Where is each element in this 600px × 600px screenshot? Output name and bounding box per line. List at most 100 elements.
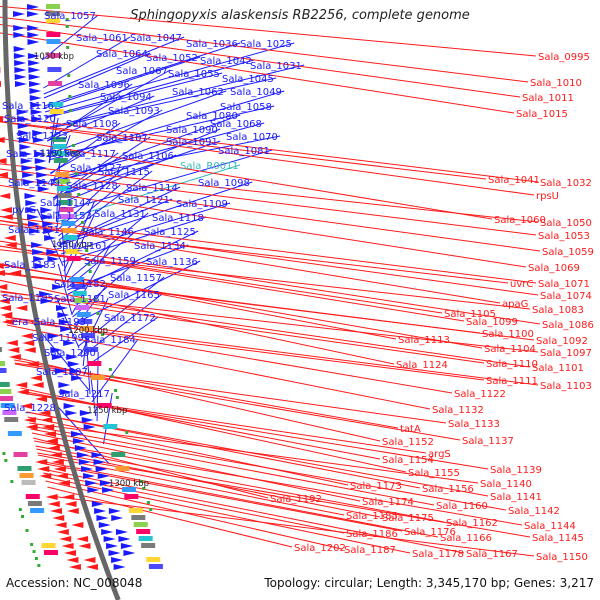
gene-label: Sala_1042	[200, 56, 252, 67]
gene-label: Sala_1031	[250, 61, 302, 72]
kbp-tick-label: 1250 kbp	[87, 406, 127, 416]
gene-label: Sala_1132	[432, 405, 484, 416]
gene-label: Sala_1160	[436, 501, 488, 512]
gene-label: Sala_1142	[508, 506, 560, 517]
gene-label: Sala_1123	[16, 131, 68, 142]
gene-label: Sala_1193	[34, 317, 86, 328]
gene-label: Sala_1217	[58, 389, 110, 400]
gene-label: Sala_1104	[484, 344, 536, 355]
gene-label: Sala_1156	[422, 484, 474, 495]
gene-label: Sala_1125	[144, 227, 196, 238]
gene-label: Sala_1055	[168, 69, 220, 80]
kbp-tick-label: 1050 kbp	[34, 52, 74, 62]
gene-label: Sala_1071	[538, 279, 590, 290]
gene-label: Sala_1060	[494, 215, 546, 226]
gene-label: Sala_1061	[76, 33, 128, 44]
gene-label: Sala_1228	[4, 403, 56, 414]
gene-label: Sala_1131	[94, 209, 146, 220]
gene-label: Sala_1153	[40, 211, 92, 222]
kbp-tick-label: 1300 kbp	[109, 479, 149, 489]
gene-label: Sala_1183	[4, 260, 56, 271]
gene-label: Sala_1147	[40, 198, 92, 209]
gene-label: Sala_1146	[82, 227, 134, 238]
kbp-tick-label: 1200 kbp	[68, 326, 108, 336]
gene-label: Sala_1057	[44, 11, 96, 22]
gene-label: Sala_1117	[64, 149, 116, 160]
gene-label: Sala_1106	[122, 151, 174, 162]
gene-label: Sala_1010	[530, 78, 582, 89]
gene-label: Sala_1172	[104, 313, 156, 324]
gene-label: Sala_1108	[66, 119, 118, 130]
gene-label: Sala_1114	[126, 183, 178, 194]
gene-label: Sala_1069	[528, 263, 580, 274]
gene-label: Sala_1080	[186, 111, 238, 122]
gene-label: Sala_1118	[152, 213, 204, 224]
gene-label: Sala_1136	[146, 257, 198, 268]
gene-label: Sala_1120	[4, 114, 56, 125]
gene-label: Sala_1150	[536, 552, 588, 563]
gene-label: Sala_1195	[2, 293, 54, 304]
gene-label: Sala_1015	[516, 109, 568, 120]
gene-label: Sala_1116	[2, 101, 54, 112]
gene-label: Sala_1134	[134, 241, 186, 252]
gene-label: Sala_1081	[218, 146, 270, 157]
gene-label: Sala_1092	[536, 336, 588, 347]
gene-label: Sala_1053	[538, 231, 590, 242]
gene-label: Sala_1185	[346, 511, 398, 522]
genome-backbone	[2, 0, 121, 600]
gene-label: apaG	[502, 299, 528, 310]
gene-label: Sala_1074	[540, 291, 592, 302]
gene-label: Sala_1144	[524, 521, 576, 532]
gene-label: Sala_1152	[382, 437, 434, 448]
gene-label: Sala_1192	[270, 494, 322, 505]
gene-label: Sala_1175	[382, 513, 434, 524]
gene-label: Sala_1109	[176, 199, 228, 210]
gene-label: Sala_1200	[44, 348, 96, 359]
gene-label: pyrG	[12, 205, 36, 216]
gene-label: Sala_1159	[84, 256, 136, 267]
gene-label: Sala_1122	[454, 389, 506, 400]
gene-label: Sala_1161	[56, 241, 108, 252]
gene-label: Sala_1115	[98, 167, 150, 178]
gene-label: Sala_1141	[490, 492, 542, 503]
gene-label: Sala_1182	[54, 279, 106, 290]
gene-label: Sala_1025	[240, 39, 292, 50]
gene-label: Sala_1086	[542, 320, 594, 331]
gene-label: era	[12, 317, 28, 328]
gene-label: Sala_1186	[346, 529, 398, 540]
gene-label: Sala_1098	[198, 178, 250, 189]
gene-label: Sala_1036	[186, 39, 238, 50]
gene-label: Sala_1058	[220, 102, 272, 113]
gene-label: Sala_1105	[444, 309, 496, 320]
gene-label: Sala_1181	[54, 294, 106, 305]
gene-label: Sala_1137	[462, 436, 514, 447]
gene-label: Sala_1047	[130, 33, 182, 44]
gene-label: Sala_1155	[408, 468, 460, 479]
gene-label: Sala_1133	[448, 419, 500, 430]
kbp-tick-label: 1100 kbp	[40, 149, 80, 159]
map-title: Sphingopyxis alaskensis RB2256, complete…	[130, 8, 470, 23]
gene-label: Sala_1100	[482, 329, 534, 340]
gene-label: Sala_1097	[540, 348, 592, 359]
gene-label: Sala_1096	[78, 80, 130, 91]
gene-label: rpsU	[536, 191, 559, 202]
gene-label: uvrC	[510, 279, 533, 290]
gene-label: Sala_1207	[36, 367, 88, 378]
gene-label: Sala_1050	[540, 218, 592, 229]
gene-label: Sala_1173	[350, 481, 402, 492]
gene-label: Sala_1174	[362, 497, 414, 508]
gene-label: Sala_R0011	[180, 161, 239, 172]
gene-label: Sala_1041	[488, 175, 540, 186]
gene-label: Sala_1157	[110, 273, 162, 284]
gene-label: Sala_1128	[66, 181, 118, 192]
kbp-ticks: 1050 kbp 1100 kbp 1150 kbp 1200 kbp 1250 kbp…	[34, 52, 149, 489]
gene-label: Sala_1176	[404, 527, 456, 538]
gene-label: Sala_1099	[466, 317, 518, 328]
gene-label: Sala_1070	[226, 132, 278, 143]
gene-label: Sala_1045	[222, 74, 274, 85]
gene-label: Sala_1067	[116, 66, 168, 77]
gene-label: Sala_1165	[108, 290, 160, 301]
gene-label: Sala_1064	[96, 49, 148, 60]
